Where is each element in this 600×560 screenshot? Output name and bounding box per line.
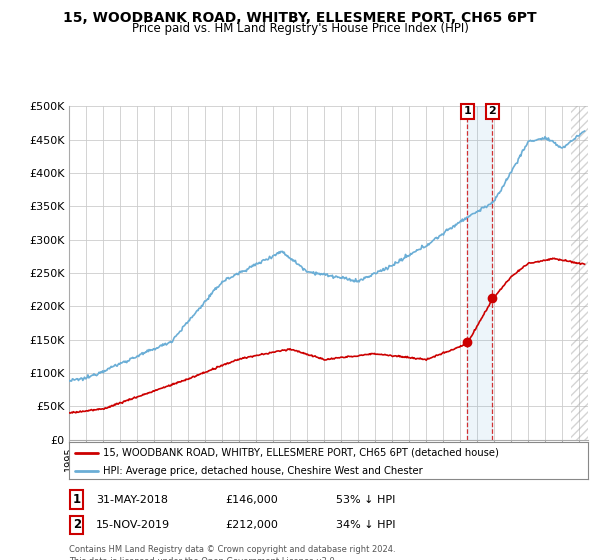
Text: 15, WOODBANK ROAD, WHITBY, ELLESMERE PORT, CH65 6PT: 15, WOODBANK ROAD, WHITBY, ELLESMERE POR… [63, 11, 537, 25]
Text: 2: 2 [73, 518, 81, 531]
Text: 31-MAY-2018: 31-MAY-2018 [96, 494, 168, 505]
Text: 2: 2 [488, 106, 496, 116]
Text: 34% ↓ HPI: 34% ↓ HPI [336, 520, 395, 530]
Text: £212,000: £212,000 [225, 520, 278, 530]
Text: Contains HM Land Registry data © Crown copyright and database right 2024.
This d: Contains HM Land Registry data © Crown c… [69, 545, 395, 560]
Text: £146,000: £146,000 [225, 494, 278, 505]
Text: HPI: Average price, detached house, Cheshire West and Chester: HPI: Average price, detached house, Ches… [103, 466, 422, 476]
Text: 1: 1 [73, 493, 81, 506]
Text: 1: 1 [464, 106, 472, 116]
Text: 15-NOV-2019: 15-NOV-2019 [96, 520, 170, 530]
Text: 15, WOODBANK ROAD, WHITBY, ELLESMERE PORT, CH65 6PT (detached house): 15, WOODBANK ROAD, WHITBY, ELLESMERE POR… [103, 447, 499, 458]
Bar [467, 106, 492, 440]
Text: Price paid vs. HM Land Registry's House Price Index (HPI): Price paid vs. HM Land Registry's House … [131, 22, 469, 35]
Text: 53% ↓ HPI: 53% ↓ HPI [336, 494, 395, 505]
